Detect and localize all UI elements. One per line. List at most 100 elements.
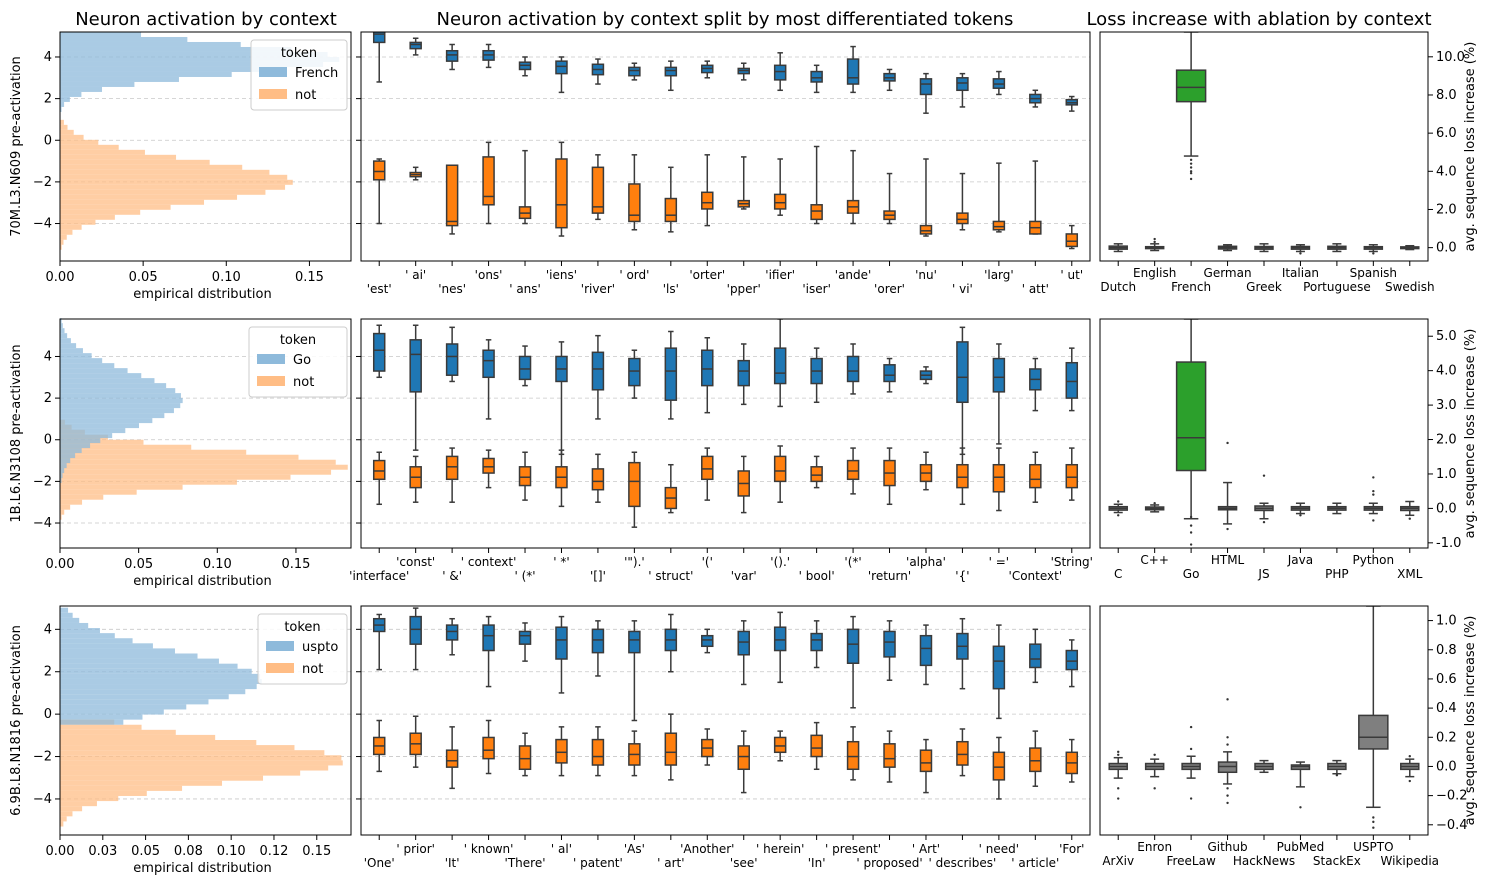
box	[919, 78, 933, 96]
histogram-bar	[60, 453, 76, 459]
histogram-bar	[60, 760, 343, 766]
outlier-point	[1117, 797, 1120, 800]
x-tick-label: USPTO	[1353, 840, 1393, 854]
box	[518, 466, 532, 487]
histogram-bar	[60, 663, 238, 669]
x-tick-label: '('	[702, 555, 713, 569]
x-tick-label: C++	[1140, 553, 1169, 567]
outlier-point	[1189, 531, 1193, 534]
histogram-bar	[60, 363, 115, 369]
histogram-bar	[60, 514, 62, 520]
histogram-bar	[60, 81, 135, 87]
outlier-point	[1372, 816, 1375, 819]
histogram-bar	[60, 333, 68, 339]
x-tick-label: '[]'	[590, 569, 606, 583]
histogram-bar	[60, 638, 133, 644]
y-tick-label: 0.4	[1436, 701, 1457, 716]
x-tick-label: 0.00	[46, 844, 75, 859]
histogram-bar	[60, 622, 89, 629]
box	[1065, 233, 1079, 248]
histogram-bar	[60, 765, 329, 771]
box	[372, 459, 386, 481]
box	[664, 197, 678, 223]
histogram-bar	[60, 408, 174, 414]
box	[956, 212, 969, 225]
histogram-bar	[60, 214, 115, 220]
box	[591, 628, 605, 654]
y-tick-label: 4.0	[1436, 164, 1457, 179]
token-boxplot-panel: 'est' ' ai' 'nes' 'ons' ' ans' 'iens' 'river' '…	[356, 31, 1091, 296]
box	[591, 468, 605, 491]
outlier-point	[1117, 750, 1120, 754]
x-tick-label: 'larg'	[984, 268, 1014, 282]
histogram-bar	[60, 729, 176, 735]
histogram-bar	[60, 169, 270, 175]
x-tick-label: ' (*'	[514, 569, 535, 583]
legend-title: token	[280, 333, 316, 348]
x-tick-label: 'ons'	[475, 268, 503, 282]
x-tick-label: ' herein'	[756, 842, 804, 856]
box	[555, 158, 568, 229]
box	[555, 738, 568, 764]
x-tick-label: ' ord'	[619, 268, 649, 282]
legend-label: Go	[293, 353, 311, 368]
outlier-point	[1226, 736, 1229, 739]
histogram-bar	[60, 484, 183, 490]
histogram-bar	[60, 509, 65, 515]
outlier-point	[1117, 500, 1120, 503]
boxes	[1108, 32, 1420, 255]
histogram-bar	[60, 479, 237, 485]
histogram-bar	[60, 469, 332, 475]
histogram-bar	[60, 373, 142, 379]
histogram-bar	[60, 418, 153, 424]
outlier-point	[1372, 489, 1375, 493]
histogram-panel: −4 −2 0 2 4 0.00 0.03 0.05 0.08 0.10 0.12 0.15 empir…	[9, 605, 352, 876]
histogram-bar	[60, 468, 65, 474]
x-tick-label: HackNews	[1233, 854, 1295, 868]
legend: token uspto not	[257, 613, 348, 685]
outlier-point	[1299, 514, 1302, 517]
box	[701, 349, 714, 387]
box	[555, 60, 568, 75]
y-tick-label: 4	[44, 622, 52, 637]
y-tick-label: 5.0	[1436, 329, 1457, 344]
histogram-panel: −4 −2 0 2 4 0.00 0.05 0.10 0.15 empirical distrib…	[9, 318, 352, 589]
x-tick-label: 0.10	[212, 270, 241, 285]
box	[664, 66, 678, 77]
histogram-bar	[60, 413, 165, 419]
histogram-bar	[60, 184, 286, 190]
box	[628, 461, 641, 508]
histogram-bar	[60, 106, 62, 112]
loss-boxplot-panel: -1.0 0.0 1.0 2.0 3.0 4.0 5.0 C C++ Go HTML JS Java PH…	[1099, 318, 1478, 581]
histogram-bar	[60, 463, 67, 469]
legend: token Go not	[248, 326, 348, 398]
histogram-bar	[60, 144, 119, 150]
histogram-bar	[60, 154, 177, 160]
histogram-bar	[60, 745, 295, 751]
histogram-bar	[60, 91, 82, 97]
outlier-point	[1372, 519, 1375, 522]
histogram-bar	[60, 343, 77, 349]
histogram-bar	[60, 489, 137, 495]
box	[846, 628, 860, 665]
histogram-bar	[60, 439, 144, 445]
histogram-bar	[60, 348, 83, 354]
y-tick-label: 2.0	[1436, 433, 1457, 448]
outlier-point	[1226, 527, 1229, 531]
histogram-bar	[60, 668, 252, 674]
histogram-bar	[60, 454, 299, 460]
outlier-point	[1372, 252, 1375, 255]
y-tick-label: −4	[33, 792, 52, 807]
x-tick-label: 0.15	[295, 270, 324, 285]
legend-swatch	[257, 376, 285, 386]
x-tick-label: '").'	[624, 555, 645, 569]
outlier-point	[1372, 476, 1375, 479]
box	[846, 740, 860, 771]
histogram-bar	[60, 694, 229, 700]
box	[773, 64, 787, 81]
axes-frame	[1099, 31, 1429, 262]
y-tick-label: 1.0	[1436, 614, 1457, 629]
y-tick-label: 4	[44, 349, 52, 364]
box	[956, 77, 969, 92]
